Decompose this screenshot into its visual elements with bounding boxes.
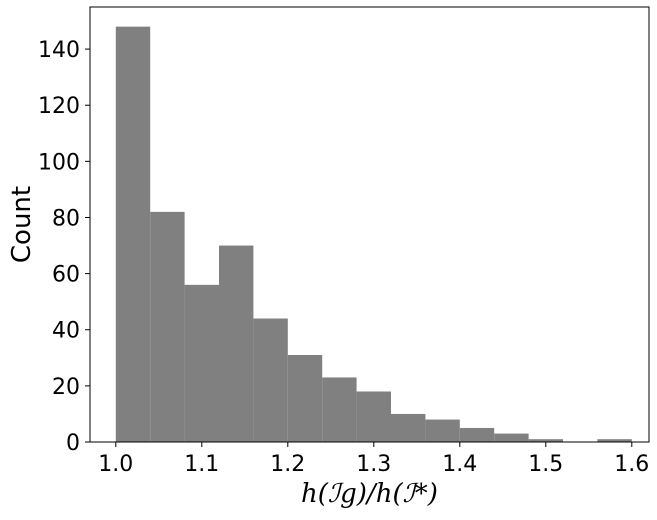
x-tick-label: 1.3: [356, 452, 391, 477]
plot-frame: [89, 6, 650, 443]
x-axis-label: h(ℐg)/h(ℐ*): [301, 479, 438, 509]
histogram-bar: [219, 245, 254, 442]
y-tick-label: 140: [38, 38, 80, 63]
y-tick-label: 60: [52, 263, 80, 288]
x-tick-label: 1.4: [442, 452, 477, 477]
y-axis-label: Count: [7, 186, 37, 263]
y-tick-label: 100: [38, 150, 80, 175]
histogram-bar: [184, 284, 219, 442]
histogram-bar: [459, 427, 495, 442]
x-axis-ticks: 1.0 1.1 1.2 1.3 1.4 1.5 1.6: [98, 442, 649, 477]
histogram-bars: [115, 26, 632, 442]
histogram-bar: [528, 439, 563, 442]
histogram-bar: [494, 433, 529, 442]
y-tick-label: 40: [52, 319, 80, 344]
histogram-bar: [322, 377, 357, 442]
x-tick-label: 1.0: [98, 452, 133, 477]
y-tick-label: 80: [52, 206, 80, 231]
histogram-bar: [425, 419, 460, 442]
y-tick-label: 120: [38, 94, 80, 119]
y-tick-label: 20: [52, 375, 80, 400]
histogram-bar: [115, 26, 151, 442]
histogram-bar: [356, 391, 391, 442]
x-tick-label: 1.2: [270, 452, 305, 477]
x-tick-label: 1.1: [184, 452, 219, 477]
histogram-bar: [391, 413, 426, 442]
histogram-bar: [597, 439, 632, 442]
histogram-bar: [287, 355, 323, 442]
histogram-bar: [253, 318, 288, 442]
x-tick-label: 1.6: [614, 452, 649, 477]
y-tick-label: 0: [66, 431, 80, 456]
histogram-bar: [150, 211, 185, 442]
x-tick-label: 1.5: [528, 452, 563, 477]
y-axis-ticks: 0 20 40 60 80 100 120 140: [38, 38, 90, 456]
